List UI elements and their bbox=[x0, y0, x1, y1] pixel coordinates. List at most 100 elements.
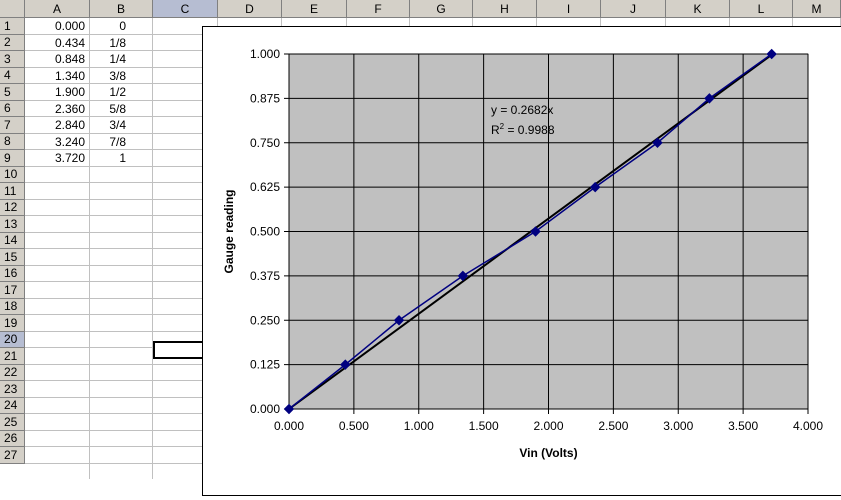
row-header-17[interactable]: 17 bbox=[0, 282, 25, 299]
column-header-b[interactable]: B bbox=[90, 0, 153, 18]
row-header-26[interactable]: 26 bbox=[0, 430, 25, 447]
row-header-5[interactable]: 5 bbox=[0, 84, 25, 101]
r2-suffix: = 0.9988 bbox=[504, 123, 555, 137]
column-header-e[interactable]: E bbox=[282, 0, 347, 18]
y-axis-title: Gauge reading bbox=[222, 189, 236, 273]
row-header-2[interactable]: 2 bbox=[0, 34, 25, 51]
y-tick-label: 0.625 bbox=[250, 180, 280, 194]
row-header-24[interactable]: 24 bbox=[0, 397, 25, 414]
data-point-3[interactable] bbox=[393, 315, 405, 326]
cell-a8[interactable]: 3.240 bbox=[54, 134, 85, 149]
series-markers bbox=[283, 48, 777, 415]
cell-b7[interactable]: 3/4 bbox=[109, 118, 126, 132]
y-tick-label: 0.125 bbox=[250, 358, 280, 372]
cell-b6[interactable]: 5/8 bbox=[109, 101, 126, 116]
cell-a3[interactable]: 0.848 bbox=[54, 52, 85, 66]
row-header-22[interactable]: 22 bbox=[0, 364, 25, 381]
row-header-9[interactable]: 9 bbox=[0, 150, 25, 167]
column-header-j[interactable]: J bbox=[601, 0, 666, 18]
row-header-8[interactable]: 8 bbox=[0, 133, 25, 150]
trendline-r-squared: R2 = 0.9988 bbox=[491, 122, 555, 137]
x-tick-label: 3.000 bbox=[663, 419, 693, 433]
select-all-corner[interactable] bbox=[0, 0, 25, 18]
chart-area[interactable]: 0.000 0.125 0.250 0.375 0.500 0.625 0.750 0.875… bbox=[202, 26, 841, 496]
x-tick-label: 2.500 bbox=[598, 419, 628, 433]
column-header-a[interactable]: A bbox=[25, 0, 90, 18]
cell-a4[interactable]: 1.340 bbox=[54, 68, 85, 83]
data-point-2[interactable] bbox=[340, 359, 351, 370]
x-tick-label: 0.500 bbox=[339, 419, 369, 433]
column-header-g[interactable]: G bbox=[410, 0, 473, 18]
column-header-c[interactable]: C bbox=[153, 0, 218, 18]
column-header-d[interactable]: D bbox=[218, 0, 282, 18]
cell-b1[interactable]: 0 bbox=[119, 19, 126, 33]
data-point-8[interactable] bbox=[704, 93, 715, 104]
x-tick-label: 1.500 bbox=[469, 419, 499, 433]
column-header-k[interactable]: K bbox=[666, 0, 730, 18]
row-header-14[interactable]: 14 bbox=[0, 232, 25, 249]
row-header-18[interactable]: 18 bbox=[0, 298, 25, 315]
x-tick-label: 1.000 bbox=[404, 419, 434, 433]
column-header-h[interactable]: H bbox=[473, 0, 537, 18]
chart-svg: 0.000 0.125 0.250 0.375 0.500 0.625 0.750 0.875… bbox=[222, 47, 823, 460]
column-header-m[interactable]: M bbox=[793, 0, 841, 18]
row-header-11[interactable]: 11 bbox=[0, 183, 25, 200]
cell-a9[interactable]: 3.720 bbox=[54, 151, 85, 165]
r2-superscript: 2 bbox=[500, 122, 505, 131]
cell-b4[interactable]: 3/8 bbox=[109, 68, 126, 83]
column-header-l[interactable]: L bbox=[730, 0, 793, 18]
data-point-1[interactable] bbox=[283, 403, 295, 415]
column-header-i[interactable]: I bbox=[537, 0, 601, 18]
cell-a5[interactable]: 1.900 bbox=[54, 85, 85, 99]
row-header-3[interactable]: 3 bbox=[0, 51, 25, 68]
data-point-5[interactable] bbox=[530, 226, 541, 237]
data-point-7[interactable] bbox=[652, 137, 663, 148]
data-point-4[interactable] bbox=[457, 270, 469, 282]
x-tick-label: 3.500 bbox=[728, 419, 758, 433]
cell-b9[interactable]: 1 bbox=[119, 151, 126, 165]
cell-b2[interactable]: 1/8 bbox=[109, 35, 126, 50]
y-tick-label: 0.375 bbox=[250, 269, 280, 283]
cell-a7[interactable]: 2.840 bbox=[54, 118, 85, 132]
y-tick-label: 0.750 bbox=[250, 136, 280, 150]
y-tick-label: 0.500 bbox=[250, 225, 280, 239]
cell-b3[interactable]: 1/4 bbox=[109, 52, 126, 66]
cell-a1[interactable]: 0.000 bbox=[54, 19, 85, 33]
row-header-1[interactable]: 1 bbox=[0, 18, 25, 35]
row-header-21[interactable]: 21 bbox=[0, 348, 25, 365]
data-point-6[interactable] bbox=[590, 181, 601, 193]
x-tick-label: 0.000 bbox=[274, 419, 304, 433]
row-header-23[interactable]: 23 bbox=[0, 381, 25, 398]
row-header-13[interactable]: 13 bbox=[0, 216, 25, 233]
y-tick-label: 0.250 bbox=[250, 313, 280, 327]
row-header-10[interactable]: 10 bbox=[0, 166, 25, 183]
row-header-7[interactable]: 7 bbox=[0, 117, 25, 134]
x-axis-title: Vin (Volts) bbox=[519, 446, 577, 460]
row-header-20[interactable]: 20 bbox=[0, 331, 25, 348]
r2-prefix: R bbox=[491, 123, 500, 137]
trendline-equation: y = 0.2682x bbox=[491, 103, 553, 117]
column-gridline bbox=[89, 18, 90, 479]
cell-a6[interactable]: 2.360 bbox=[54, 101, 85, 116]
row-header-12[interactable]: 12 bbox=[0, 199, 25, 216]
y-tick-label: 0.000 bbox=[250, 402, 280, 416]
x-tick-label: 2.000 bbox=[533, 419, 563, 433]
row-header-6[interactable]: 6 bbox=[0, 100, 25, 117]
y-axis-ticks: 0.000 0.125 0.250 0.375 0.500 0.625 0.750 0.875… bbox=[250, 47, 289, 416]
row-header-15[interactable]: 15 bbox=[0, 249, 25, 266]
cell-b5[interactable]: 1/2 bbox=[109, 85, 126, 99]
row-header-4[interactable]: 4 bbox=[0, 67, 25, 84]
row-header-27[interactable]: 27 bbox=[0, 447, 25, 464]
cell-b8[interactable]: 7/8 bbox=[109, 134, 126, 149]
x-axis-ticks: 0.000 0.500 1.000 1.500 2.000 2.500 3.000 3.500… bbox=[274, 409, 823, 433]
row-header-19[interactable]: 19 bbox=[0, 315, 25, 332]
data-point-9[interactable] bbox=[766, 48, 777, 60]
column-header-f[interactable]: F bbox=[347, 0, 410, 18]
column-gridline bbox=[152, 18, 153, 479]
chart-gridlines bbox=[288, 53, 809, 410]
row-header-16[interactable]: 16 bbox=[0, 265, 25, 282]
row-header-25[interactable]: 25 bbox=[0, 414, 25, 431]
cell-a2[interactable]: 0.434 bbox=[54, 35, 85, 50]
y-tick-label: 0.875 bbox=[250, 91, 280, 105]
